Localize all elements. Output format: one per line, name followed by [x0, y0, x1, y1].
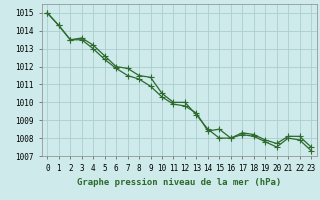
X-axis label: Graphe pression niveau de la mer (hPa): Graphe pression niveau de la mer (hPa) — [77, 178, 281, 187]
